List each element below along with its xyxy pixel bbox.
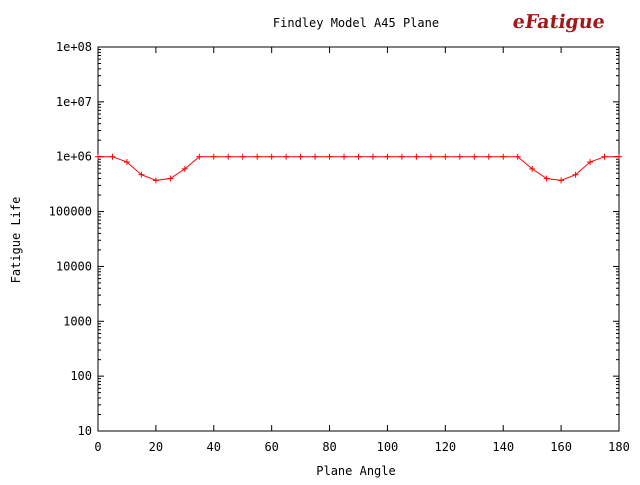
data-point [239,153,246,160]
data-point [210,153,217,160]
data-point [268,153,275,160]
data-point [283,153,290,160]
chart-title: Findley Model A45 Plane [273,16,439,30]
data-point [442,153,449,160]
data-point [326,153,333,160]
data-point [514,153,521,160]
data-point [369,153,376,160]
y-axis-label: Fatigue Life [9,197,23,284]
y-tick-label: 100 [70,369,92,383]
data-point [456,153,463,160]
y-tick-label: 100000 [49,205,92,219]
data-point [167,175,174,182]
data-point [254,153,261,160]
data-point [341,153,348,160]
data-point [500,153,507,160]
data-point [355,153,362,160]
plot-axes [97,46,620,432]
x-tick-label: 160 [550,440,572,454]
x-tick-label: 80 [322,440,336,454]
data-point [95,153,101,160]
plot-frame [97,46,620,432]
data-point [601,153,608,160]
data-point [312,153,319,160]
data-point [572,171,579,178]
x-tick-label: 60 [264,440,278,454]
data-point [529,165,536,172]
x-tick-label: 20 [149,440,163,454]
x-tick-label: 0 [94,440,101,454]
efatigue-logo: eFatigue [511,10,606,33]
data-point [138,171,145,178]
data-point [427,153,434,160]
data-point [558,177,565,184]
y-tick-label: 1e+07 [56,95,92,109]
data-point [297,153,304,160]
data-point [181,165,188,172]
data-series [95,153,622,184]
data-point [413,153,420,160]
x-tick-label: 180 [608,440,630,454]
y-tick-label: 10 [78,424,92,438]
data-point [225,153,232,160]
data-point [196,153,203,160]
data-point [123,159,130,166]
series-line [98,156,619,181]
data-point [471,153,478,160]
data-point [587,159,594,166]
y-tick-label: 1000 [63,314,92,328]
x-tick-label: 140 [492,440,514,454]
data-point [152,177,159,184]
y-tick-label: 1e+06 [56,150,92,164]
y-tick-label: 10000 [56,259,92,273]
data-point [616,153,622,160]
data-point [485,153,492,160]
logo-text: eFatigue [511,10,606,33]
axis-ticks: 0 20 40 60 80 100 120 140 160 180 10 100 1000 10000 10… [49,40,630,454]
y-tick-label: 1e+08 [56,40,92,54]
x-tick-label: 40 [207,440,221,454]
data-point [398,153,405,160]
x-tick-label: 100 [377,440,399,454]
data-point [384,153,391,160]
x-tick-label: 120 [434,440,456,454]
data-point [543,175,550,182]
data-point [109,153,116,160]
x-axis-label: Plane Angle [316,464,395,478]
